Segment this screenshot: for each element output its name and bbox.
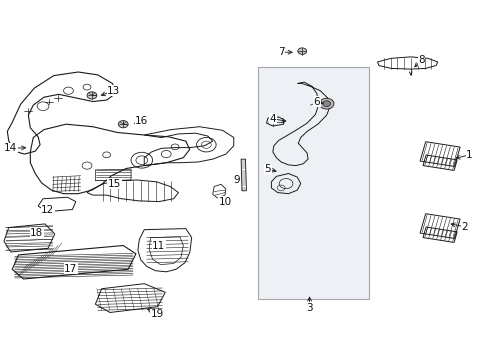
Text: 17: 17 [64, 264, 78, 274]
Text: 10: 10 [218, 197, 231, 207]
Text: 19: 19 [150, 309, 164, 319]
Circle shape [118, 121, 128, 128]
Text: 11: 11 [152, 240, 165, 251]
Text: 5: 5 [264, 164, 271, 174]
Circle shape [297, 48, 306, 54]
Circle shape [322, 101, 330, 107]
Text: 16: 16 [135, 116, 148, 126]
Text: 13: 13 [107, 86, 121, 96]
Text: 6: 6 [313, 96, 320, 107]
Text: 14: 14 [4, 143, 18, 153]
Text: 8: 8 [417, 55, 424, 65]
Text: 1: 1 [465, 150, 472, 160]
Text: 9: 9 [233, 175, 240, 185]
Text: 4: 4 [269, 114, 276, 124]
Text: 3: 3 [305, 303, 312, 313]
Text: 2: 2 [460, 222, 467, 232]
Circle shape [87, 92, 97, 99]
Text: 7: 7 [277, 47, 284, 57]
Bar [258, 67, 368, 299]
Text: 18: 18 [30, 228, 43, 238]
Text: 15: 15 [107, 179, 121, 189]
Text: 12: 12 [41, 204, 55, 215]
Circle shape [319, 98, 333, 109]
